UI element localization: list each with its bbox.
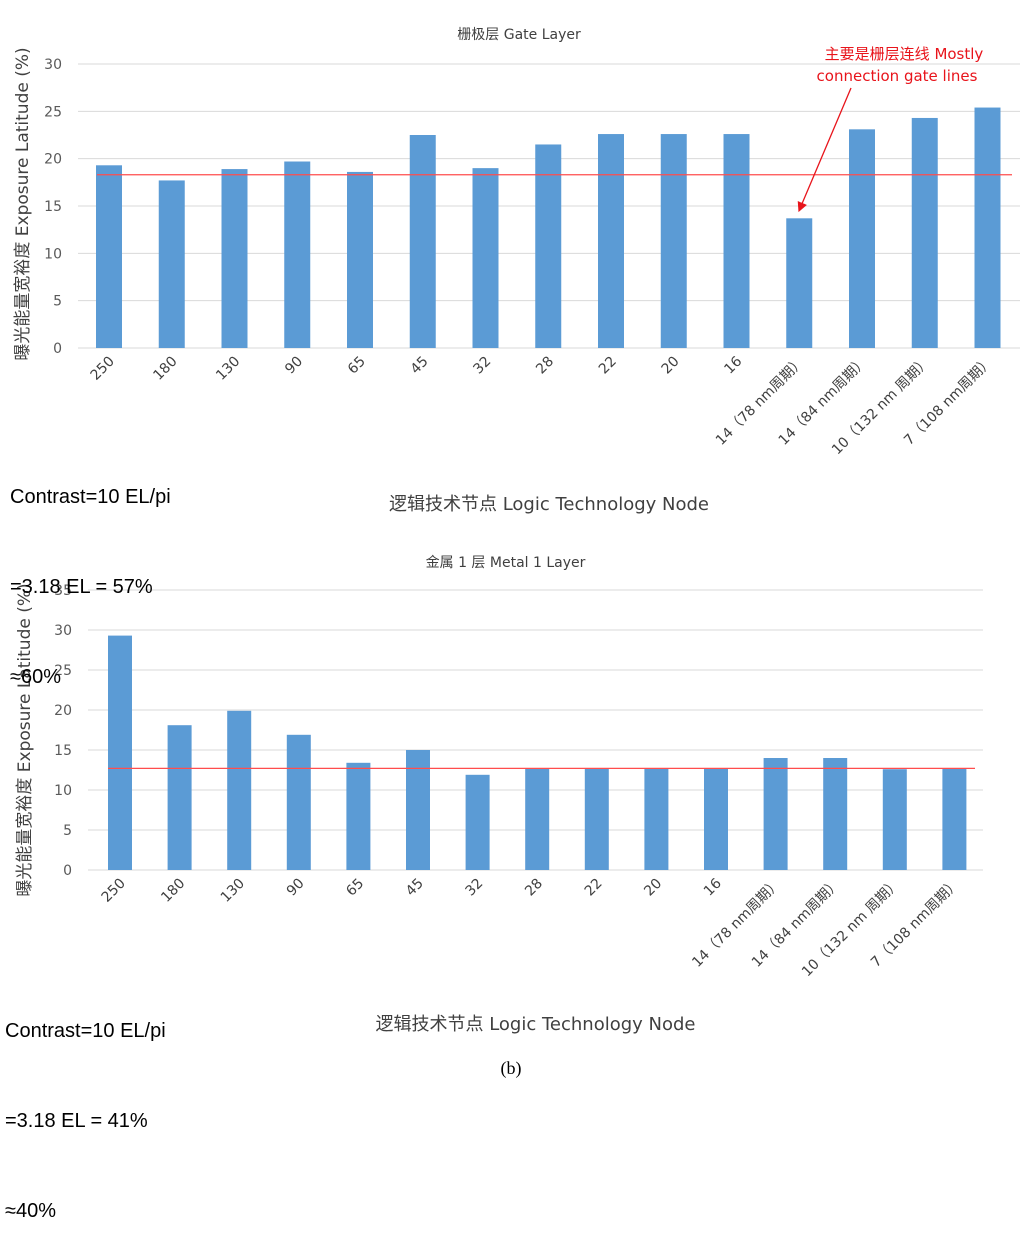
y-tick-label: 15 <box>54 743 72 759</box>
y-axis-label: 曝光能量宽裕度 Exposure Latitude (%) <box>13 47 33 360</box>
y-tick-label: 35 <box>54 583 72 599</box>
y-tick-label: 5 <box>53 294 62 310</box>
bar <box>96 165 122 348</box>
bar <box>158 180 185 348</box>
bar <box>465 774 490 870</box>
x-tick-label: 16 <box>721 353 745 377</box>
bar <box>525 768 550 870</box>
x-tick-label: 130 <box>218 876 248 906</box>
bar <box>974 107 1001 349</box>
bar <box>786 218 813 348</box>
x-tick-label: 20 <box>659 354 683 378</box>
y-axis-label: 曝光能量宽裕度 Exposure Latitude (%) <box>15 583 35 896</box>
y-tick-label: 20 <box>54 703 72 719</box>
figure-caption: (b) <box>500 1058 522 1078</box>
y-tick-label: 30 <box>54 623 72 639</box>
bar <box>584 768 609 870</box>
bar <box>660 134 687 348</box>
bar <box>823 758 848 870</box>
bar <box>723 134 750 348</box>
y-tick-label: 0 <box>63 863 72 879</box>
metal1-note-line: Contrast=10 EL/pi <box>5 1020 166 1042</box>
y-tick-label: 25 <box>44 104 62 120</box>
bar <box>644 768 669 870</box>
bar <box>221 169 248 348</box>
y-tick-label: 25 <box>54 663 72 679</box>
bar <box>167 725 192 870</box>
gate-note-line: =3.18 EL = 57% <box>10 576 153 598</box>
bar <box>911 117 938 349</box>
bar <box>108 635 132 870</box>
bar <box>472 168 499 348</box>
bar <box>406 750 430 870</box>
x-tick-label: 45 <box>403 876 427 900</box>
chart-title: 金属 1 层 Metal 1 Layer <box>426 555 586 571</box>
x-tick-label: 22 <box>596 354 620 378</box>
annotation-text: connection gate lines <box>817 67 978 85</box>
bar <box>535 144 562 348</box>
bar <box>704 768 728 870</box>
x-tick-label: 32 <box>470 354 494 378</box>
x-tick-label: 250 <box>99 876 129 906</box>
x-tick-label: 90 <box>284 876 308 900</box>
annotation-text: 主要是栅层连线 Mostly <box>825 45 984 63</box>
x-tick-label: 45 <box>408 354 432 378</box>
y-tick-label: 10 <box>44 246 62 262</box>
y-tick-label: 20 <box>44 152 62 168</box>
y-tick-label: 30 <box>44 57 62 73</box>
x-tick-label: 65 <box>345 354 369 378</box>
bar <box>598 134 624 348</box>
gate-layer-contrast-note: Contrast=10 EL/pi =3.18 EL = 57% ≈60% <box>10 422 171 722</box>
chart-title: 栅极层 Gate Layer <box>457 27 581 43</box>
x-tick-label: 180 <box>150 354 180 384</box>
bar <box>942 768 967 870</box>
x-tick-label: 28 <box>522 876 546 900</box>
annotation-arrow <box>797 87 852 213</box>
x-tick-label: 250 <box>88 354 118 384</box>
x-tick-label: 20 <box>641 876 665 900</box>
y-tick-label: 0 <box>53 341 62 357</box>
y-tick-label: 10 <box>54 783 72 799</box>
y-tick-label: 15 <box>44 199 62 215</box>
metal1-layer-contrast-note: Contrast=10 EL/pi =3.18 EL = 41% ≈40% <box>5 956 166 1256</box>
bar <box>882 769 907 870</box>
gate-note-line: ≈60% <box>10 666 62 688</box>
x-tick-label: 90 <box>282 354 306 378</box>
gate-note-line: Contrast=10 EL/pi <box>10 486 171 508</box>
metal1-note-line: ≈40% <box>5 1200 57 1222</box>
bar <box>763 758 788 870</box>
x-tick-label: 10（132 nm 周期） <box>799 876 904 981</box>
x-axis-label: 逻辑技术节点 Logic Technology Node <box>389 494 709 515</box>
bar <box>346 762 371 870</box>
x-axis-label: 逻辑技术节点 Logic Technology Node <box>375 1014 695 1035</box>
bar <box>409 135 436 348</box>
y-tick-label: 5 <box>63 823 72 839</box>
bar <box>284 161 311 348</box>
x-tick-label: 16 <box>701 875 725 899</box>
metal1-note-line: =3.18 EL = 41% <box>5 1110 148 1132</box>
bar <box>849 129 875 348</box>
bar <box>286 734 311 870</box>
x-tick-label: 22 <box>582 876 606 900</box>
x-tick-label: 180 <box>158 876 188 906</box>
bar <box>227 710 252 870</box>
x-tick-label: 28 <box>533 354 557 378</box>
x-tick-label: 65 <box>343 876 367 900</box>
x-tick-label: 32 <box>463 876 487 900</box>
x-tick-label: 130 <box>213 354 243 384</box>
bar <box>347 171 373 348</box>
